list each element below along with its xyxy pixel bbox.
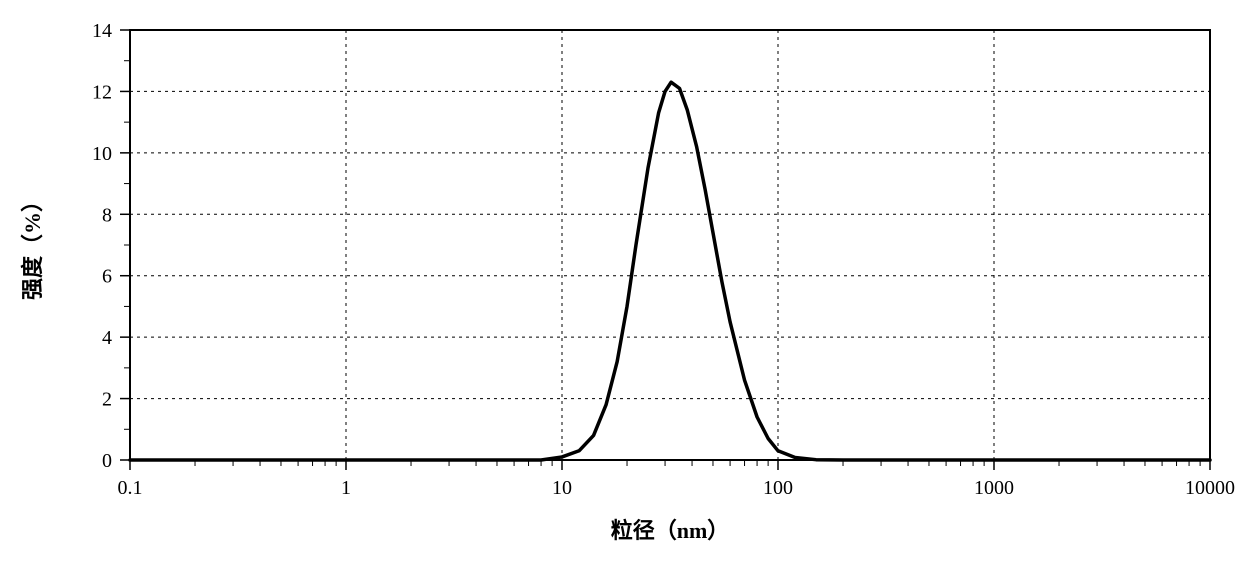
x-axis-label: 粒径（nm）	[611, 518, 730, 543]
svg-text:10: 10	[92, 143, 112, 165]
svg-text:1000: 1000	[974, 477, 1014, 499]
svg-text:8: 8	[102, 204, 112, 226]
svg-text:14: 14	[92, 20, 112, 42]
svg-text:0: 0	[102, 450, 112, 472]
svg-text:0.1: 0.1	[118, 477, 143, 499]
particle-size-distribution-chart: 0 2 4 6 8 10 12 14 0.1 1 10 100 1000 10000 强度（%） 粒径（nm）	[0, 0, 1240, 574]
chart-svg: 0 2 4 6 8 10 12 14 0.1 1 10 100 1000 10000 强度（%） 粒径（nm）	[0, 0, 1240, 574]
svg-text:4: 4	[102, 327, 112, 349]
svg-text:10: 10	[552, 477, 572, 499]
svg-text:100: 100	[763, 477, 793, 499]
svg-text:6: 6	[102, 266, 112, 288]
y-axis-label: 强度（%）	[20, 190, 45, 300]
svg-text:10000: 10000	[1185, 477, 1235, 499]
svg-text:2: 2	[102, 389, 112, 411]
svg-text:1: 1	[341, 477, 351, 499]
svg-text:12: 12	[92, 81, 112, 103]
